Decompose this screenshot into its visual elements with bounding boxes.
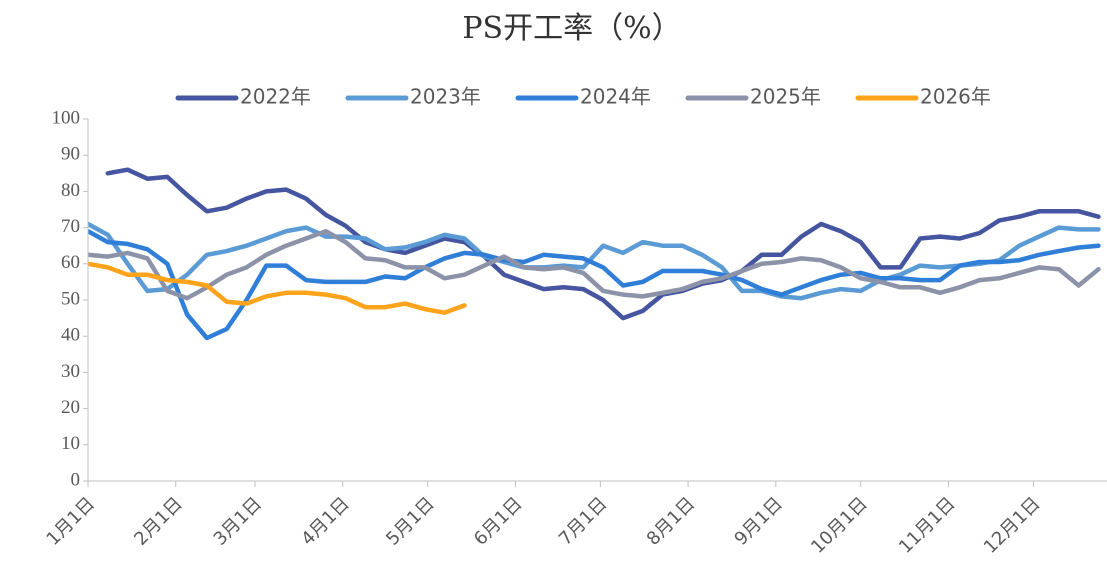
x-tick-label: 6月1日 bbox=[470, 493, 527, 550]
y-tick-label: 10 bbox=[61, 433, 80, 454]
x-tick-label: 10月1日 bbox=[807, 493, 872, 558]
y-tick-label: 60 bbox=[61, 252, 80, 273]
series-line bbox=[88, 221, 1101, 301]
x-tick-label: 4月1日 bbox=[297, 493, 354, 550]
y-tick-label: 80 bbox=[61, 180, 80, 201]
series-line bbox=[88, 228, 1101, 301]
x-tick-label: 11月1日 bbox=[895, 493, 960, 558]
x-tick-label: 5月1日 bbox=[382, 493, 439, 550]
x-tick-label: 9月1日 bbox=[730, 493, 787, 550]
x-tick-label: 12月1日 bbox=[980, 493, 1045, 558]
series-line bbox=[88, 228, 1101, 341]
x-tick-label: 3月1日 bbox=[210, 493, 267, 550]
y-tick-label: 70 bbox=[61, 216, 80, 237]
x-tick-label: 7月1日 bbox=[555, 493, 612, 550]
legend-label: 2022年 bbox=[240, 85, 311, 109]
y-tick-label: 30 bbox=[61, 361, 80, 382]
x-tick-label: 2月1日 bbox=[130, 493, 187, 550]
y-tick-label: 20 bbox=[61, 397, 80, 418]
y-tick-label: 90 bbox=[61, 144, 80, 165]
plot-area bbox=[88, 167, 1101, 341]
chart-title: PS开工率（%） bbox=[462, 11, 681, 46]
series-line bbox=[105, 167, 1101, 321]
y-tick-label: 40 bbox=[61, 325, 80, 346]
legend-label: 2024年 bbox=[580, 85, 651, 109]
x-tick-label: 8月1日 bbox=[643, 493, 700, 550]
y-tick-label: 100 bbox=[52, 107, 81, 128]
y-tick-label: 50 bbox=[61, 288, 80, 309]
legend-label: 2025年 bbox=[750, 85, 821, 109]
legend-label: 2023年 bbox=[410, 85, 481, 109]
x-tick-label: 1月1日 bbox=[43, 493, 100, 550]
series-line bbox=[88, 261, 467, 315]
legend-label: 2026年 bbox=[920, 85, 991, 109]
y-tick-label: 0 bbox=[71, 469, 81, 490]
